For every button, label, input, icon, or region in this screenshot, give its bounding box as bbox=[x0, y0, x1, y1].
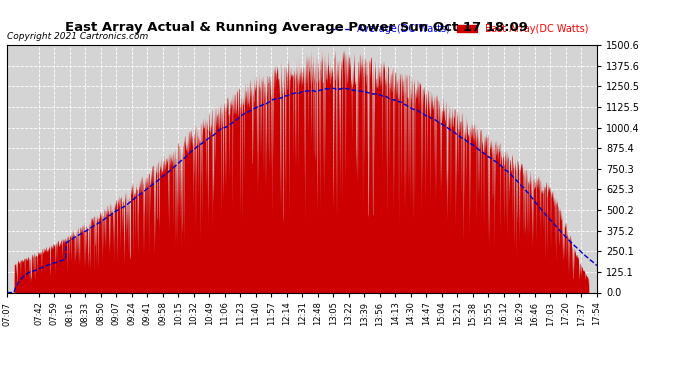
Text: Copyright 2021 Cartronics.com: Copyright 2021 Cartronics.com bbox=[7, 32, 148, 41]
Text: East Array Actual & Running Average Power Sun Oct 17 18:09: East Array Actual & Running Average Powe… bbox=[66, 21, 528, 34]
Legend: Average(DC Watts), East Array(DC Watts): Average(DC Watts), East Array(DC Watts) bbox=[326, 20, 592, 38]
